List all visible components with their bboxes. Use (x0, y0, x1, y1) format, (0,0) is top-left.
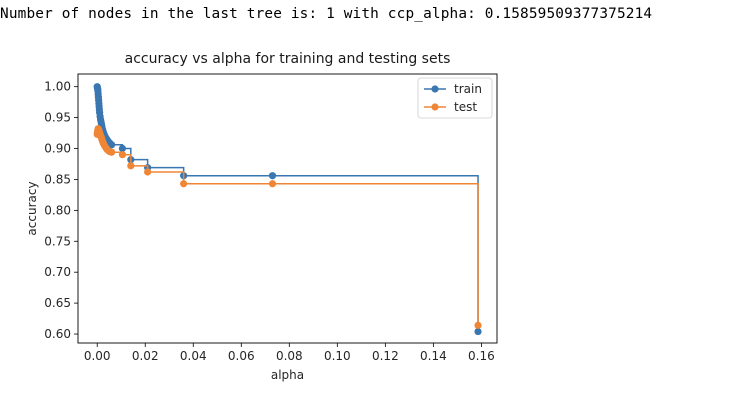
x-tick-label: 0.12 (372, 349, 399, 363)
data-point-train (268, 172, 277, 180)
data-point-test (268, 180, 277, 188)
x-tick-label: 0.02 (132, 349, 159, 363)
y-tick-label: 0.80 (44, 203, 71, 217)
x-tick-label: 0.00 (84, 349, 111, 363)
series-line-test (96, 127, 479, 326)
x-axis-label: alpha (271, 368, 304, 382)
x-axis: 0.00 0.02 0.04 0.06 0.08 0.10 0.12 0.14 0.16 (84, 343, 495, 363)
legend-marker-train (431, 85, 439, 93)
data-point-test (144, 168, 152, 176)
y-tick-label: 0.95 (44, 111, 71, 125)
data-point-test (108, 148, 116, 156)
y-tick-label: 0.70 (44, 265, 71, 279)
data-point-test (118, 151, 127, 159)
data-point-test (127, 162, 135, 170)
series-layer (93, 83, 482, 336)
x-tick-label: 0.08 (276, 349, 303, 363)
legend: train test (417, 77, 493, 119)
data-point-train (118, 144, 127, 153)
x-tick-label: 0.06 (228, 349, 255, 363)
x-tick-label: 0.04 (180, 349, 207, 363)
data-point-test (180, 180, 188, 188)
y-tick-label: 0.60 (44, 327, 71, 341)
y-axis: 0.60 0.65 0.70 0.75 0.80 0.85 0.90 0.95 1.00 (44, 80, 78, 341)
data-point-test (474, 321, 482, 329)
legend-label-train: train (454, 82, 482, 96)
data-point-train (474, 327, 482, 336)
y-tick-label: 0.85 (44, 172, 71, 186)
y-tick-label: 1.00 (44, 80, 71, 94)
y-tick-label: 0.65 (44, 296, 71, 310)
x-tick-label: 0.16 (468, 349, 495, 363)
y-axis-label: accuracy (25, 181, 39, 235)
y-tick-label: 0.90 (44, 142, 71, 156)
chart-title: accuracy vs alpha for training and testi… (125, 51, 451, 67)
series-line-train (96, 85, 479, 332)
axes-frame (77, 73, 498, 344)
cell-output-text: Number of nodes in the last tree is: 1 w… (0, 6, 653, 22)
legend-marker-test (431, 103, 439, 111)
legend-label-test: test (454, 100, 477, 114)
plot-area: 0.00 0.02 0.04 0.06 0.08 0.10 0.12 0.14 0.16 0.6… (44, 73, 498, 363)
data-point-train (108, 141, 116, 149)
x-tick-label: 0.10 (324, 349, 351, 363)
y-tick-label: 0.75 (44, 234, 71, 248)
x-tick-label: 0.14 (420, 349, 447, 363)
